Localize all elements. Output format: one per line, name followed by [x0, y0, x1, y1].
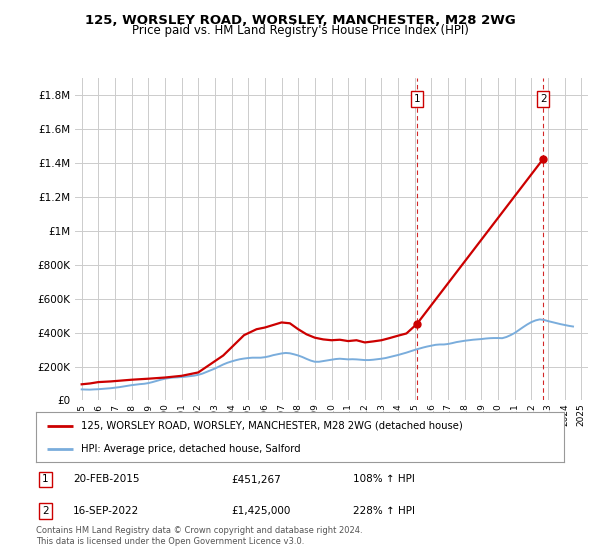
Text: Contains HM Land Registry data © Crown copyright and database right 2024.
This d: Contains HM Land Registry data © Crown c…	[36, 526, 362, 546]
Text: 2: 2	[42, 506, 49, 516]
Text: 2: 2	[540, 94, 547, 104]
Text: 16-SEP-2022: 16-SEP-2022	[73, 506, 139, 516]
Text: £1,425,000: £1,425,000	[232, 506, 291, 516]
Text: 1: 1	[42, 474, 49, 484]
Text: 1: 1	[413, 94, 420, 104]
Text: 228% ↑ HPI: 228% ↑ HPI	[353, 506, 415, 516]
Text: 20-FEB-2015: 20-FEB-2015	[73, 474, 139, 484]
Text: 108% ↑ HPI: 108% ↑ HPI	[353, 474, 415, 484]
Text: Price paid vs. HM Land Registry's House Price Index (HPI): Price paid vs. HM Land Registry's House …	[131, 24, 469, 37]
Text: 125, WORSLEY ROAD, WORSLEY, MANCHESTER, M28 2WG: 125, WORSLEY ROAD, WORSLEY, MANCHESTER, …	[85, 14, 515, 27]
Text: 125, WORSLEY ROAD, WORSLEY, MANCHESTER, M28 2WG (detached house): 125, WORSLEY ROAD, WORSLEY, MANCHESTER, …	[81, 421, 463, 431]
Text: HPI: Average price, detached house, Salford: HPI: Average price, detached house, Salf…	[81, 445, 301, 454]
Text: £451,267: £451,267	[232, 474, 281, 484]
